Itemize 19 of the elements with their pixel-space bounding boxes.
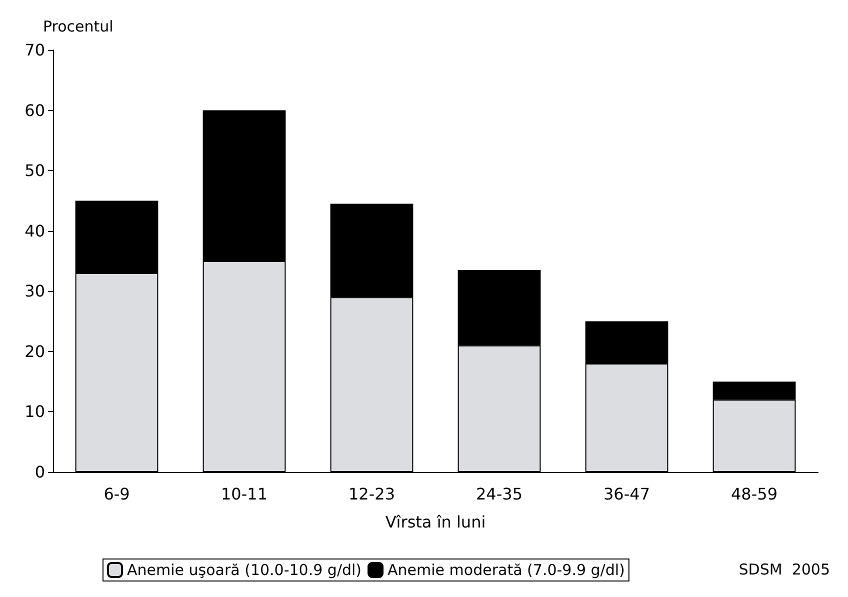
y-tick-label: 70: [24, 40, 45, 60]
text: SDSM 2005: [738, 560, 830, 578]
legend-label: Anemie uşoară (10.0-10.9 g/dl): [127, 561, 362, 579]
y-tick-label: 50: [24, 161, 45, 180]
y-tick-label: 20: [24, 342, 45, 361]
y-tick-label: 60: [24, 100, 45, 120]
x-tick-label: 6-9: [104, 484, 130, 504]
legend-label: Anemie moderată (7.0-9.9 g/dl): [388, 561, 625, 579]
x-tick-label: 10-11: [221, 484, 268, 504]
y-tick-label: 40: [24, 221, 45, 240]
y-axis-title: Procentul: [43, 18, 114, 36]
x-tick-label: 48-59: [731, 484, 778, 504]
y-tick-label: 0: [34, 462, 45, 482]
y-tick-label: 10: [24, 402, 45, 422]
x-tick-label: 36-47: [604, 484, 650, 504]
x-tick-label: 24-35: [476, 484, 522, 504]
y-tick-label: 30: [24, 282, 45, 301]
x-axis-title: Vîrsta în luni: [385, 512, 486, 532]
x-tick-label: 12-23: [348, 484, 395, 504]
